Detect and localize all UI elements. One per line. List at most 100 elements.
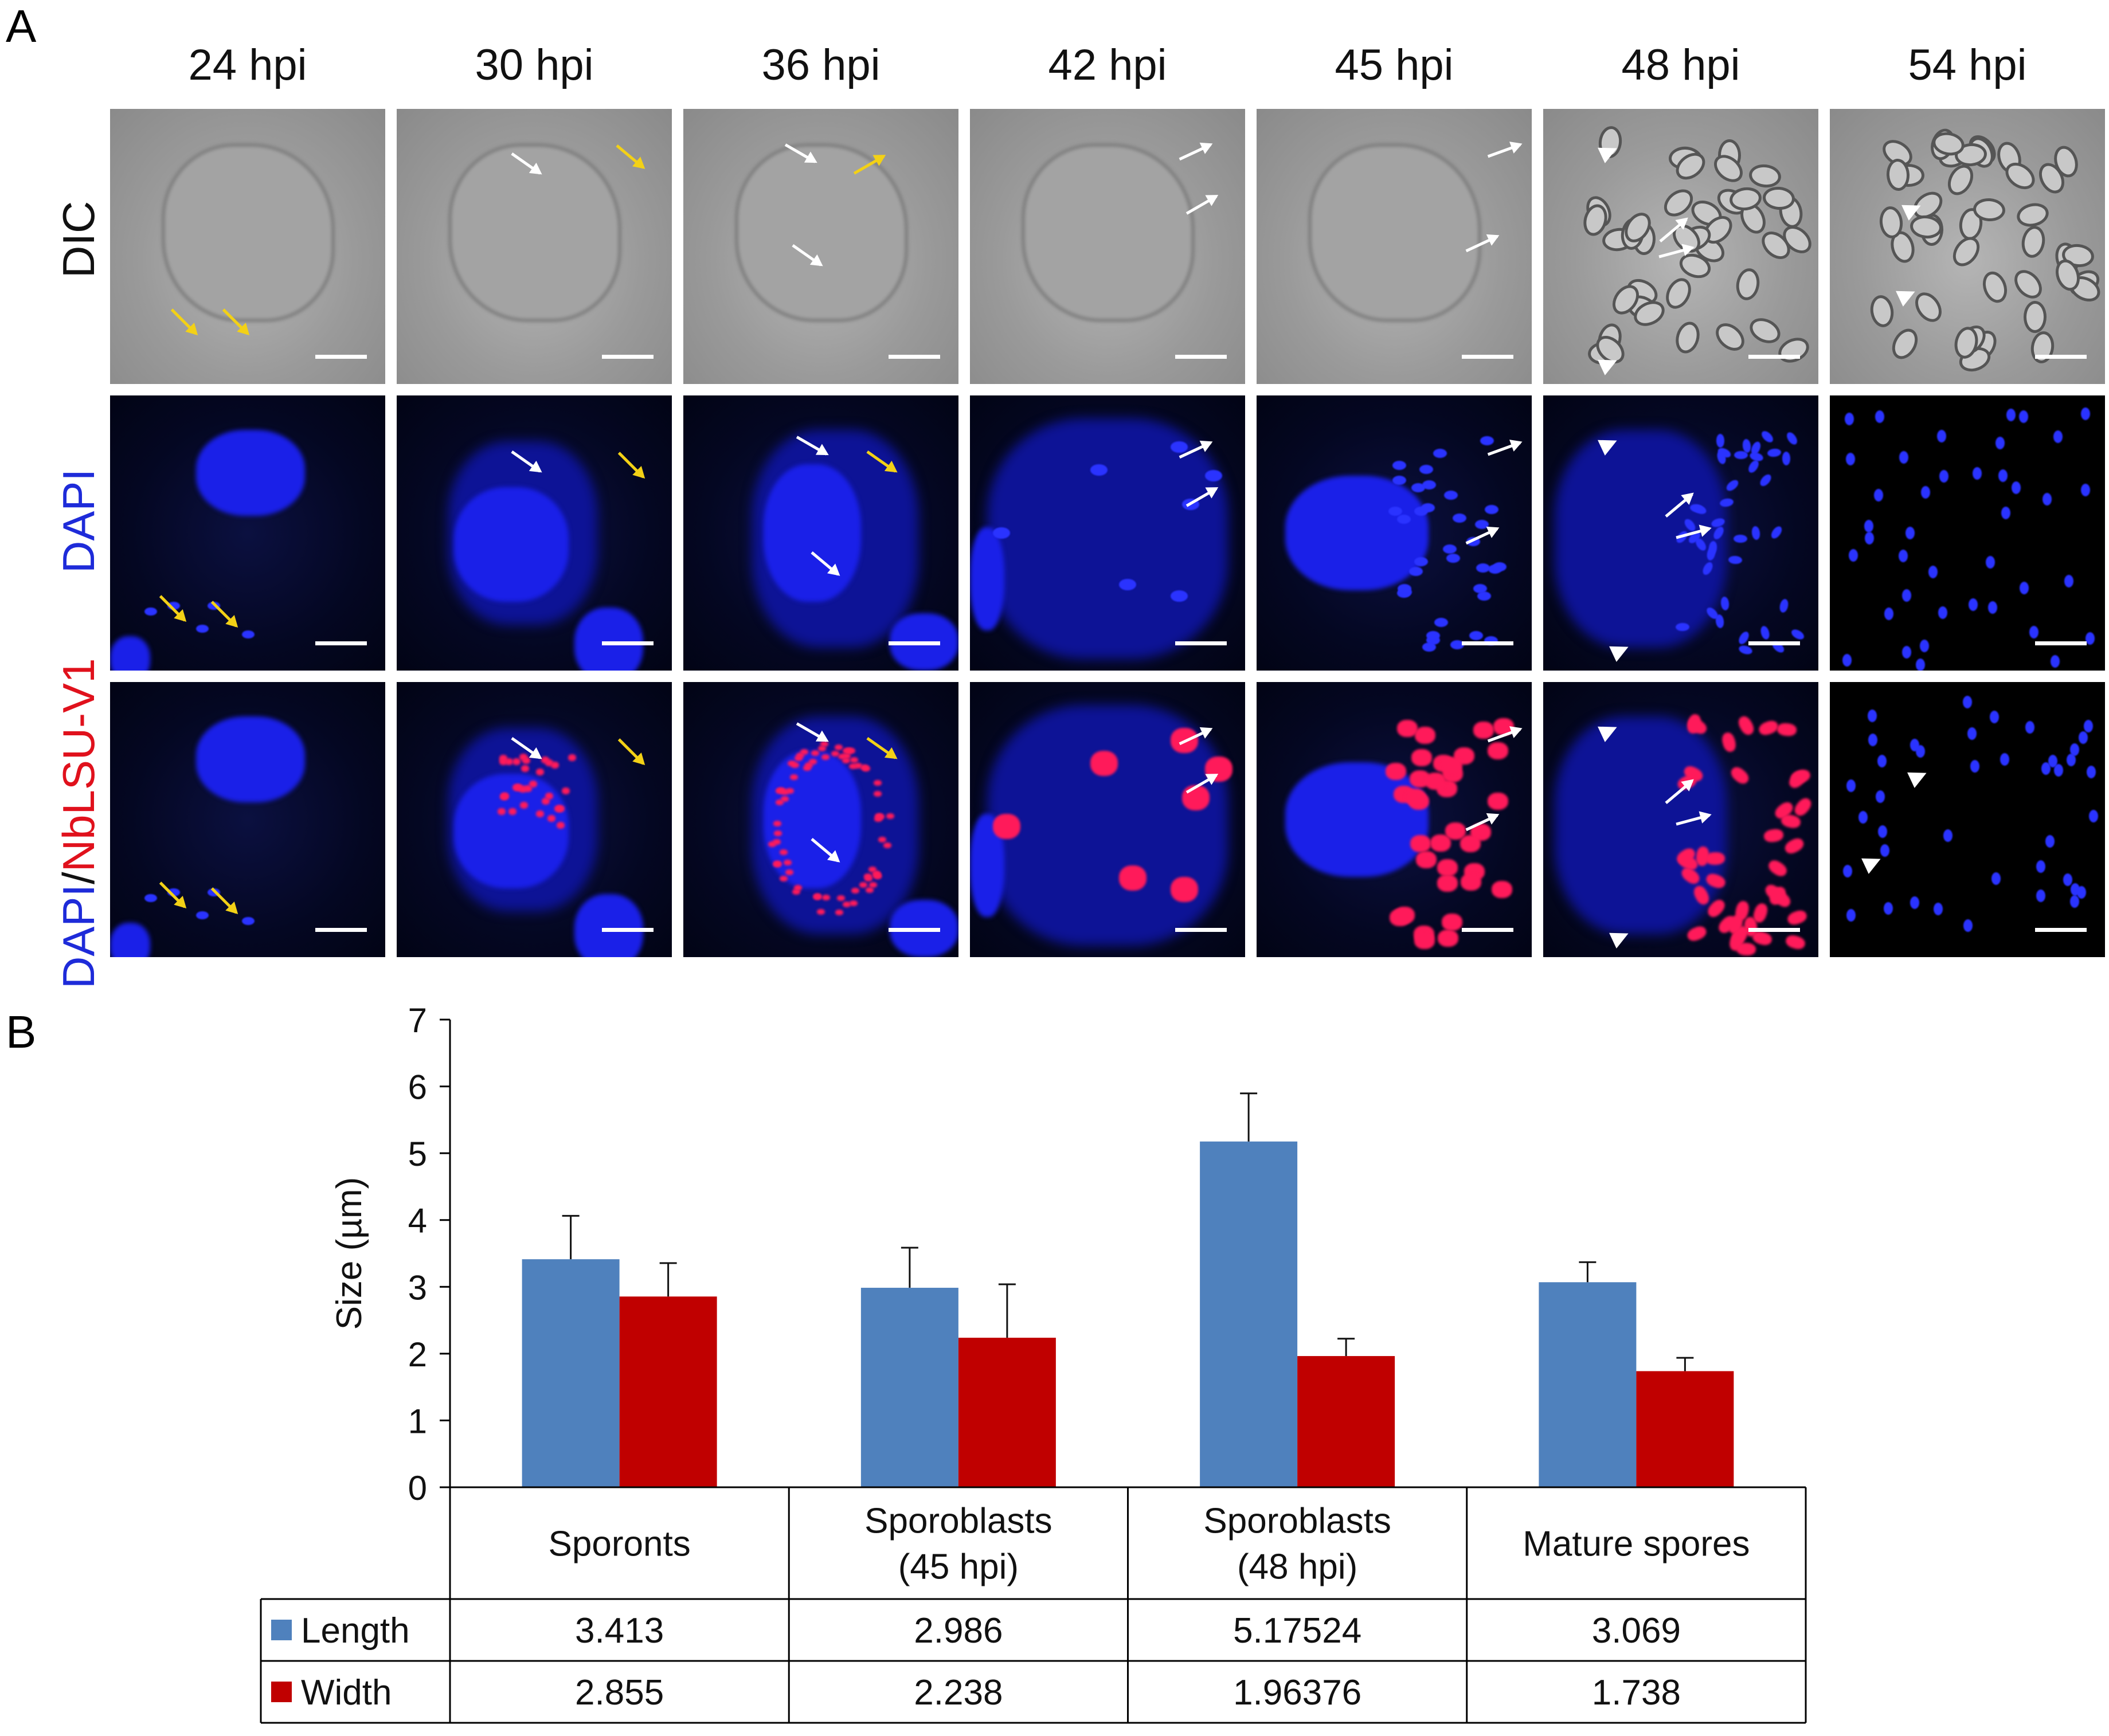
scale-bar <box>315 928 367 932</box>
spore <box>1947 232 1985 272</box>
parasite-nucleus <box>1969 598 1978 611</box>
spore <box>1672 319 1704 356</box>
nblsu-signal <box>822 895 831 901</box>
nblsu-signal <box>849 900 858 906</box>
scale-bar <box>602 355 654 359</box>
parasite-nucleus <box>1724 477 1740 493</box>
scale-bar <box>2035 928 2087 932</box>
parasite-nucleus <box>1846 909 1856 922</box>
parasite-nucleus <box>1970 759 1980 773</box>
parasite-nucleus <box>1778 598 1790 614</box>
category-label: Sporoblasts <box>1203 1502 1391 1541</box>
parasite-nucleus <box>1484 504 1498 514</box>
nblsu-signal <box>541 797 550 805</box>
merge-label-separator: / <box>53 872 104 884</box>
column-label-3: 42 hpi <box>1048 41 1167 89</box>
nblsu-signal <box>860 764 868 770</box>
nblsu-signal <box>789 774 798 781</box>
parasite-nucleus <box>1090 464 1108 476</box>
parasite-nucleus <box>2053 430 2063 444</box>
nblsu-signal <box>791 762 799 769</box>
nblsu-signal <box>781 789 789 795</box>
nblsu-signal <box>813 894 822 900</box>
yellow-arrow <box>170 308 197 335</box>
nblsu-signal <box>529 780 537 787</box>
nblsu-signal <box>1442 757 1463 775</box>
nblsu-signal <box>1460 873 1481 891</box>
parasite-nucleus <box>2079 731 2088 744</box>
nblsu-signal <box>1414 931 1435 949</box>
parasite-nucleus <box>1967 727 1977 740</box>
nblsu-signal <box>499 755 507 762</box>
parasite-nucleus <box>2036 889 2046 903</box>
host-nucleus <box>574 608 643 671</box>
host-nucleus <box>1285 476 1429 590</box>
parasite-nucleus <box>2064 574 2073 587</box>
parasite-nucleus <box>2042 493 2052 506</box>
row-label-dapi: DAPI <box>53 468 104 573</box>
parasite-nucleus <box>2000 753 2010 766</box>
parasite-nucleus <box>1769 524 1784 540</box>
parasite-nucleus <box>1480 436 1494 445</box>
nblsu-signal <box>1405 789 1426 806</box>
host-nucleus <box>454 487 569 602</box>
parasite-nucleus <box>1934 903 1943 916</box>
spore <box>1868 293 1896 329</box>
nblsu-signal <box>1171 877 1198 902</box>
spore <box>2019 224 2048 260</box>
parasite-nucleus <box>1845 453 1855 466</box>
parasite-nucleus <box>1858 810 1868 824</box>
parasite-nucleus <box>1453 514 1467 523</box>
parasite-nucleus <box>1426 630 1440 640</box>
column-label-1: 30 hpi <box>475 41 594 89</box>
parasite-nucleus <box>1943 829 1953 842</box>
nblsu-signal <box>817 909 825 915</box>
row-label-merge: DAPI/NbLSU-V1 <box>53 658 105 989</box>
scale-bar <box>1462 641 1513 645</box>
host-nucleus <box>970 527 1004 630</box>
scale-bar <box>889 928 940 932</box>
parasite-nucleus <box>1846 779 1856 792</box>
spore <box>2009 264 2048 304</box>
micrograph-merge-0 <box>110 682 385 957</box>
y-tick-label: 3 <box>408 1268 427 1307</box>
parasite-nucleus <box>1434 618 1448 628</box>
host-nucleus <box>764 464 861 602</box>
nblsu-signal <box>541 757 550 764</box>
parasite-nucleus <box>1414 557 1429 567</box>
nblsu-signal <box>547 815 555 822</box>
spore <box>1734 267 1762 303</box>
nblsu-signal <box>1791 795 1814 818</box>
parasite-nucleus <box>2036 860 2046 873</box>
nblsu-signal <box>835 909 843 915</box>
yellow-arrow <box>159 595 186 622</box>
micrograph-merge-3 <box>970 682 1245 957</box>
white-arrow <box>1465 527 1498 545</box>
nblsu-signal <box>1441 913 1462 931</box>
nblsu-signal <box>793 884 802 891</box>
scale-bar <box>602 641 654 645</box>
parasite-nucleus <box>1392 475 1407 485</box>
parasite-nucleus <box>1789 627 1806 641</box>
spore <box>1978 268 2011 306</box>
micrograph-merge-4 <box>1257 682 1532 957</box>
parasite-nucleus <box>1716 433 1725 448</box>
parasite-nucleus <box>1901 646 1911 659</box>
nblsu-signal <box>1414 726 1435 744</box>
nblsu-signal <box>500 793 508 801</box>
nblsu-signal <box>1766 857 1789 879</box>
nblsu-signal <box>1182 785 1210 810</box>
micrograph-merge-2 <box>683 682 958 957</box>
parasite-nucleus <box>2041 762 2051 775</box>
parasite-nucleus <box>1738 644 1754 656</box>
parasite-nucleus <box>1877 754 1887 767</box>
category-label: Mature spores <box>1523 1525 1750 1564</box>
nblsu-signal <box>1786 908 1809 927</box>
spore <box>1661 274 1696 314</box>
parasite-nucleus <box>2084 720 2094 733</box>
bar-width-0 <box>619 1296 717 1487</box>
table-value-width: 1.738 <box>1592 1673 1681 1713</box>
column-label-6: 54 hpi <box>1908 41 2027 89</box>
y-tick-label: 4 <box>408 1202 427 1240</box>
parasite-nucleus <box>2066 754 2076 767</box>
